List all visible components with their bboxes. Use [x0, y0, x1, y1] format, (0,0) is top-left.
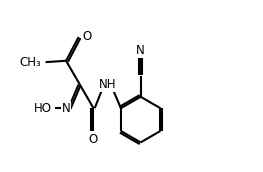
Text: O: O [82, 30, 91, 43]
Text: CH₃: CH₃ [19, 56, 41, 69]
Text: O: O [89, 133, 98, 146]
Text: NH: NH [98, 78, 116, 91]
Text: HO: HO [33, 102, 52, 115]
Text: N: N [62, 102, 70, 115]
Text: N: N [136, 44, 145, 57]
